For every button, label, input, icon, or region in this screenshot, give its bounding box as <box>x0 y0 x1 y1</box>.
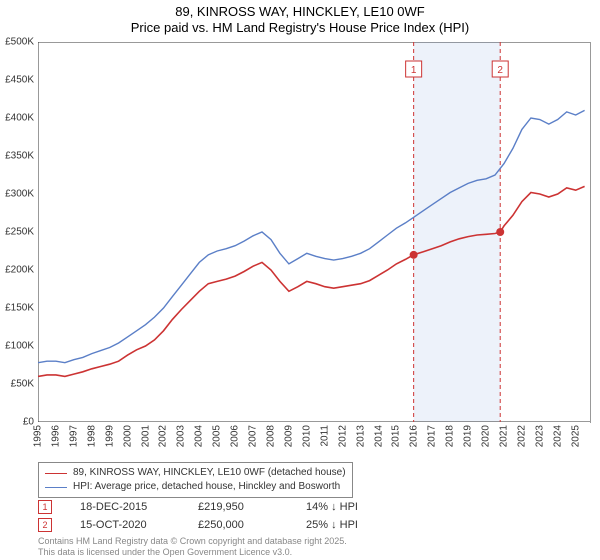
shaded-region <box>414 42 501 422</box>
sale-marker: 2 <box>38 518 52 532</box>
x-tick-label: 2002 <box>158 425 169 447</box>
legend: 89, KINROSS WAY, HINCKLEY, LE10 0WF (det… <box>38 462 353 498</box>
x-tick-label: 2013 <box>355 425 366 447</box>
title-line1: 89, KINROSS WAY, HINCKLEY, LE10 0WF <box>0 4 600 20</box>
legend-row: 89, KINROSS WAY, HINCKLEY, LE10 0WF (det… <box>45 466 346 480</box>
sale-date: 18-DEC-2015 <box>80 501 170 513</box>
x-tick-label: 2012 <box>337 425 348 447</box>
svg-text:1: 1 <box>411 65 417 76</box>
sale-delta: 14% ↓ HPI <box>306 501 358 513</box>
legend-swatch <box>45 473 67 474</box>
svg-text:2: 2 <box>497 65 503 76</box>
y-tick-label: £0 <box>0 417 34 428</box>
x-tick-label: 2015 <box>391 425 402 447</box>
series-hpi <box>38 110 585 362</box>
series-property <box>38 186 585 376</box>
x-tick-label: 2020 <box>481 425 492 447</box>
y-tick-label: £300K <box>0 189 34 200</box>
x-tick-label: 2006 <box>230 425 241 447</box>
title-block: 89, KINROSS WAY, HINCKLEY, LE10 0WF Pric… <box>0 0 600 37</box>
sale-dot-1 <box>410 251 418 259</box>
sale-row: 2 15-OCT-2020 £250,000 25% ↓ HPI <box>38 518 358 532</box>
y-tick-label: £350K <box>0 151 34 162</box>
sale-price: £219,950 <box>198 501 278 513</box>
x-tick-label: 2011 <box>319 425 330 447</box>
y-tick-label: £400K <box>0 113 34 124</box>
x-tick-label: 1998 <box>86 425 97 447</box>
copyright-line1: Contains HM Land Registry data © Crown c… <box>38 536 347 547</box>
x-tick-label: 2016 <box>409 425 420 447</box>
x-tick-label: 2005 <box>212 425 223 447</box>
x-tick-label: 2019 <box>463 425 474 447</box>
x-tick-label: 1996 <box>50 425 61 447</box>
title-line2: Price paid vs. HM Land Registry's House … <box>0 20 600 36</box>
y-tick-label: £450K <box>0 75 34 86</box>
y-tick-label: £100K <box>0 341 34 352</box>
sale-row: 1 18-DEC-2015 £219,950 14% ↓ HPI <box>38 500 358 514</box>
copyright-line2: This data is licensed under the Open Gov… <box>38 547 347 558</box>
chart-container: 89, KINROSS WAY, HINCKLEY, LE10 0WF Pric… <box>0 0 600 560</box>
x-tick-label: 2008 <box>265 425 276 447</box>
x-tick-label: 2010 <box>301 425 312 447</box>
x-tick-label: 1997 <box>68 425 79 447</box>
y-tick-label: £250K <box>0 227 34 238</box>
x-tick-label: 2004 <box>194 425 205 447</box>
x-tick-label: 2021 <box>498 425 509 447</box>
sale-delta: 25% ↓ HPI <box>306 519 358 531</box>
y-tick-label: £50K <box>0 379 34 390</box>
legend-label: 89, KINROSS WAY, HINCKLEY, LE10 0WF (det… <box>73 466 346 480</box>
x-tick-label: 2022 <box>516 425 527 447</box>
sale-marker: 1 <box>38 500 52 514</box>
x-tick-label: 2014 <box>373 425 384 447</box>
x-tick-label: 2001 <box>140 425 151 447</box>
x-tick-label: 2000 <box>122 425 133 447</box>
x-tick-label: 2025 <box>570 425 581 447</box>
x-tick-label: 1995 <box>33 425 44 447</box>
x-tick-label: 2009 <box>283 425 294 447</box>
legend-swatch <box>45 487 67 488</box>
y-tick-label: £200K <box>0 265 34 276</box>
x-tick-label: 1999 <box>104 425 115 447</box>
x-tick-label: 2023 <box>534 425 545 447</box>
x-tick-label: 2007 <box>248 425 259 447</box>
x-tick-label: 2003 <box>176 425 187 447</box>
x-tick-label: 2017 <box>427 425 438 447</box>
y-tick-label: £150K <box>0 303 34 314</box>
legend-label: HPI: Average price, detached house, Hinc… <box>73 480 340 494</box>
chart-plot: 12 <box>38 42 590 422</box>
sale-dot-2 <box>496 228 504 236</box>
x-tick-label: 2024 <box>552 425 563 447</box>
sale-price: £250,000 <box>198 519 278 531</box>
y-tick-label: £500K <box>0 37 34 48</box>
copyright: Contains HM Land Registry data © Crown c… <box>38 536 347 559</box>
x-tick-label: 2018 <box>445 425 456 447</box>
legend-row: HPI: Average price, detached house, Hinc… <box>45 480 346 494</box>
sale-date: 15-OCT-2020 <box>80 519 170 531</box>
